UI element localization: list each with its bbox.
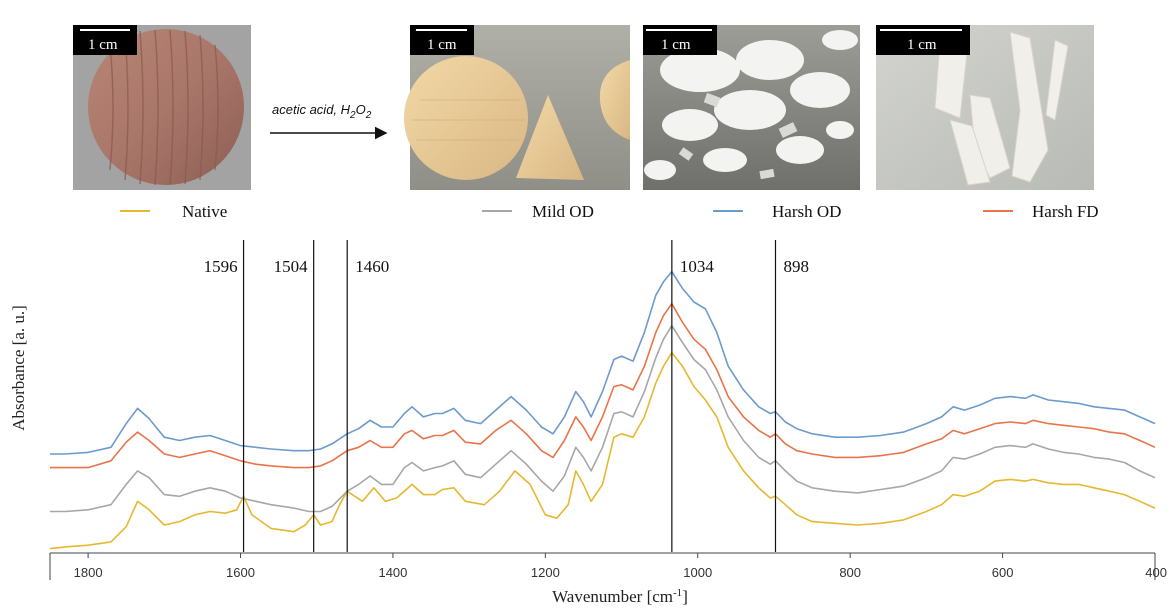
x-tick-label-800: 800 <box>839 565 861 580</box>
marker-label-1504: 1504 <box>274 257 309 276</box>
scale-label: 1 cm <box>661 37 691 53</box>
legend-item-mild-od: Mild OD <box>482 202 594 221</box>
legend-label-harsh-fd: Harsh FD <box>1032 202 1099 221</box>
x-axis-title: Wavenumber [cm-1] <box>552 587 688 606</box>
native-photo: 1 cm <box>73 25 251 190</box>
x-tick-label-1200: 1200 <box>531 565 560 580</box>
reaction-label: acetic acid, H2O2 <box>272 102 372 121</box>
legend-label-harsh-od: Harsh OD <box>772 202 841 221</box>
x-tick-label-600: 600 <box>992 565 1014 580</box>
series-line-mild-od <box>50 324 1156 513</box>
x-tick-label-1400: 1400 <box>378 565 407 580</box>
series-line-native <box>49 351 1156 550</box>
marker-label-1034: 1034 <box>680 257 715 276</box>
x-tick-label-1800: 1800 <box>74 565 103 580</box>
legend: Native Mild OD Harsh OD Harsh FD <box>120 202 1099 221</box>
legend-item-harsh-od: Harsh OD <box>713 202 841 221</box>
mild-od-photo: 1 cm <box>404 25 630 190</box>
scale-label: 1 cm <box>88 37 118 53</box>
legend-item-harsh-fd: Harsh FD <box>983 202 1099 221</box>
marker-label-898: 898 <box>783 257 809 276</box>
marker-label-1596: 1596 <box>204 257 238 276</box>
harsh-fd-photo: 1 cm <box>876 25 1094 190</box>
x-axis: 1800 1600 1400 1200 1000 800 600 400 <box>49 552 1167 580</box>
reaction-arrow: acetic acid, H2O2 <box>270 102 388 140</box>
harsh-od-photo: 1 cm <box>643 25 860 190</box>
x-tick-label-1000: 1000 <box>683 565 712 580</box>
vertical-markers: 1596 1504 1460 1034 898 <box>204 240 809 552</box>
x-tick-label-400: 400 <box>1145 565 1167 580</box>
scale-label: 1 cm <box>427 37 457 53</box>
legend-item-native: Native <box>120 202 227 221</box>
marker-label-1460: 1460 <box>355 257 389 276</box>
legend-label-mild-od: Mild OD <box>532 202 594 221</box>
scale-label: 1 cm <box>907 37 937 53</box>
plot-area <box>49 270 1156 550</box>
legend-label-native: Native <box>182 202 227 221</box>
series-line-harsh-fd <box>50 302 1156 469</box>
x-tick-label-1600: 1600 <box>226 565 255 580</box>
y-axis-title: Absorbance [a. u.] <box>9 305 28 431</box>
series-line-harsh-od <box>50 270 1156 455</box>
